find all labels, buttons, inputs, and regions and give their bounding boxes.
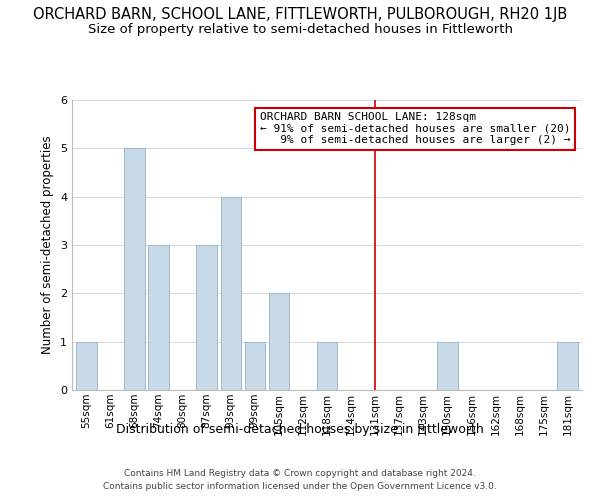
Bar [76, 342, 97, 390]
Text: Contains public sector information licensed under the Open Government Licence v3: Contains public sector information licen… [103, 482, 497, 491]
Bar [269, 294, 289, 390]
Bar [148, 245, 169, 390]
Bar [245, 342, 265, 390]
Text: ORCHARD BARN, SCHOOL LANE, FITTLEWORTH, PULBOROUGH, RH20 1JB: ORCHARD BARN, SCHOOL LANE, FITTLEWORTH, … [33, 8, 567, 22]
Text: Distribution of semi-detached houses by size in Fittleworth: Distribution of semi-detached houses by … [116, 422, 484, 436]
Bar [196, 245, 217, 390]
Text: ORCHARD BARN SCHOOL LANE: 128sqm
← 91% of semi-detached houses are smaller (20)
: ORCHARD BARN SCHOOL LANE: 128sqm ← 91% o… [260, 112, 570, 146]
Bar [437, 342, 458, 390]
Text: Contains HM Land Registry data © Crown copyright and database right 2024.: Contains HM Land Registry data © Crown c… [124, 468, 476, 477]
Bar [317, 342, 337, 390]
Y-axis label: Number of semi-detached properties: Number of semi-detached properties [41, 136, 55, 354]
Bar [557, 342, 578, 390]
Text: Size of property relative to semi-detached houses in Fittleworth: Size of property relative to semi-detach… [88, 22, 512, 36]
Bar [124, 148, 145, 390]
Bar [221, 196, 241, 390]
